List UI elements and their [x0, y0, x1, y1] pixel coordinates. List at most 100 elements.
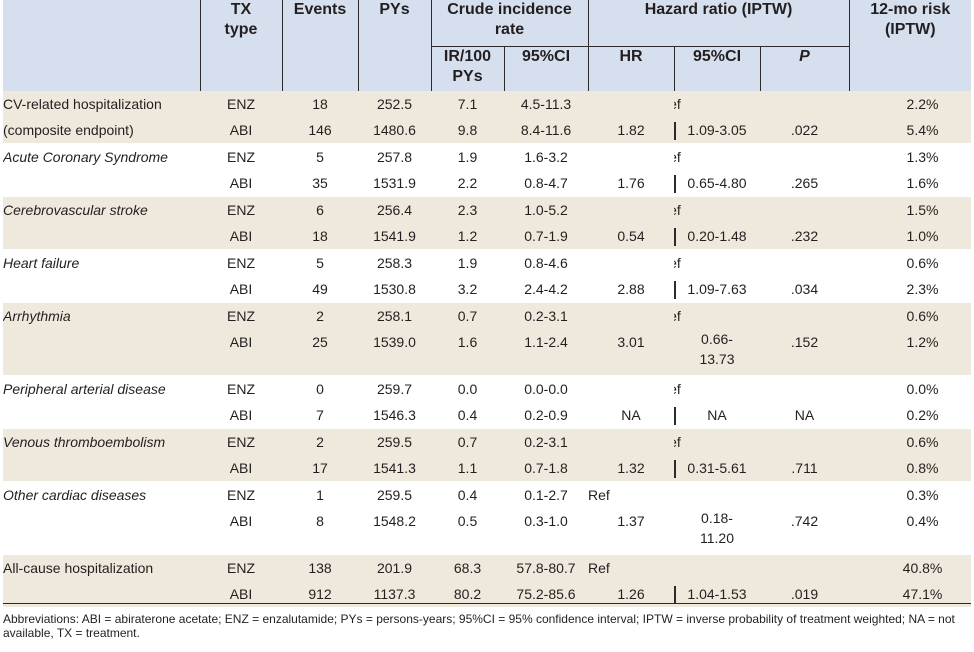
spacer-cell	[849, 196, 875, 223]
hr-cell	[588, 91, 674, 117]
pys-cell: 1541.9	[358, 223, 431, 250]
outcome-label: Acute Coronary Syndrome	[3, 143, 200, 170]
ir-cell: 0.4	[431, 402, 504, 429]
outcome-label-empty	[3, 223, 200, 250]
ir-cell: 2.2	[431, 170, 504, 197]
table-row: Cerebrovascular stroke ENZ 6 256.4 2.3 1.0-5.…	[3, 196, 972, 223]
pys-cell: 259.7	[358, 375, 431, 402]
tx-type-cell: ENZ	[200, 481, 282, 508]
table-row: Acute Coronary Syndrome ENZ 5 257.8 1.9 1.6-3…	[3, 143, 972, 170]
pys-cell: 1530.8	[358, 276, 431, 303]
ci-divider	[674, 460, 676, 478]
table-row: ABI 18 1541.9 1.2 0.7-1.9 0.54 0.20-1.48 .232 1.…	[3, 223, 972, 250]
header-hr-ci95: 95%CI	[674, 46, 761, 91]
events-cell: 49	[282, 276, 358, 303]
outcome-label: Other cardiac diseases	[3, 481, 200, 508]
events-cell: 2	[282, 302, 358, 329]
tx-type-cell: ABI	[200, 223, 282, 250]
ci-divider	[674, 586, 676, 604]
events-cell: 912	[282, 581, 358, 607]
p-cell: .034	[760, 276, 850, 303]
pys-cell: 256.4	[358, 196, 431, 223]
hr-ref-cell: Ref	[674, 428, 760, 455]
p-cell: NA	[760, 402, 850, 429]
events-cell: 146	[282, 117, 358, 144]
ci-divider	[674, 175, 676, 193]
events-cell: 138	[282, 554, 358, 581]
hr-cell: 1.82	[588, 117, 674, 144]
pys-cell: 1546.3	[358, 402, 431, 429]
table-row: ABI 25 1539.0 1.6 1.1-2.4 3.01 0.66-13.73 .152 1…	[3, 329, 972, 376]
ir-cell: 9.8	[431, 117, 504, 144]
risk-cell: 0.2%	[874, 402, 972, 429]
table-row: CV-related hospitalization ENZ 18 252.5 7.1 4…	[3, 91, 972, 117]
spacer-cell	[849, 481, 875, 508]
tx-type-cell: ABI	[200, 581, 282, 607]
outcome-label: Peripheral arterial disease	[3, 375, 200, 402]
tx-type-cell: ENZ	[200, 249, 282, 276]
table-body: CV-related hospitalization ENZ 18 252.5 7.1 4…	[3, 91, 972, 607]
outcome-label-empty	[3, 170, 200, 197]
ci95-cell: 1.1-2.4	[504, 329, 588, 376]
ci95-cell: 0.2-3.1	[504, 302, 588, 329]
events-cell: 5	[282, 143, 358, 170]
outcome-label-empty	[3, 276, 200, 303]
ci95-cell: 57.8-80.7	[504, 554, 588, 581]
pys-cell: 1548.2	[358, 508, 431, 555]
hr-ci-cell: 0.65-4.80	[674, 170, 760, 197]
p-cell	[760, 249, 850, 276]
tx-type-cell: ENZ	[200, 554, 282, 581]
p-cell	[760, 554, 850, 581]
table-row: ABI 35 1531.9 2.2 0.8-4.7 1.76 0.65-4.80 .265 1.…	[3, 170, 972, 197]
p-cell: .711	[760, 455, 850, 482]
outcome-label: Venous thromboembolism	[3, 428, 200, 455]
risk-cell: 0.0%	[874, 375, 972, 402]
hr-cell	[588, 196, 674, 223]
risk-cell: 1.2%	[874, 329, 972, 376]
outcome-label-empty	[3, 455, 200, 482]
ir-cell: 0.7	[431, 302, 504, 329]
spacer-cell	[849, 508, 875, 555]
events-cell: 18	[282, 91, 358, 117]
hr-cell: 3.01	[588, 329, 674, 376]
header-ci95: 95%CI	[504, 46, 589, 91]
results-table: TX type Events PYs Crude incidence rate …	[3, 0, 972, 607]
ci95-cell: 0.1-2.7	[504, 481, 588, 508]
events-cell: 5	[282, 249, 358, 276]
hr-ci-cell: 0.20-1.48	[674, 223, 760, 250]
hr-cell: NA	[588, 402, 674, 429]
tx-type-cell: ENZ	[200, 91, 282, 117]
hr-cell	[588, 249, 674, 276]
hr-ci-cell: NA	[674, 402, 760, 429]
hr-cell: 1.26	[588, 581, 674, 607]
ir-cell: 7.1	[431, 91, 504, 117]
events-cell: 35	[282, 170, 358, 197]
hr-cell	[588, 375, 674, 402]
risk-cell: 5.4%	[874, 117, 972, 144]
hr-ci-cell	[674, 554, 760, 581]
tx-type-cell: ABI	[200, 402, 282, 429]
ir-cell: 1.9	[431, 249, 504, 276]
ir-cell: 0.0	[431, 375, 504, 402]
hr-ci-value: 0.20-1.48	[687, 228, 747, 244]
table-row: All-cause hospitalization ENZ 138 201.9 68.3…	[3, 554, 972, 581]
table-row: ABI 8 1548.2 0.5 0.3-1.0 1.37 0.18-11.20 .742 0.…	[3, 508, 972, 555]
table-row: ABI 17 1541.3 1.1 0.7-1.8 1.32 0.31-5.61 .711 0.…	[3, 455, 972, 482]
hr-ci-value: 1.09-7.63	[687, 281, 747, 297]
p-cell	[760, 481, 850, 508]
p-cell	[760, 91, 850, 117]
tx-type-cell: ABI	[200, 170, 282, 197]
hr-cell: Ref	[588, 554, 674, 581]
pys-cell: 259.5	[358, 481, 431, 508]
outcome-label-cont: (composite endpoint)	[3, 117, 200, 144]
tx-type-cell: ENZ	[200, 428, 282, 455]
pys-cell: 1137.3	[358, 581, 431, 607]
hr-ci-cell: 1.09-7.63	[674, 276, 760, 303]
p-cell: .019	[760, 581, 850, 607]
hr-ci-value: 0.65-4.80	[687, 175, 747, 191]
p-cell	[760, 196, 850, 223]
outcome-label-empty	[3, 581, 200, 607]
outcome-label-empty	[3, 508, 200, 555]
